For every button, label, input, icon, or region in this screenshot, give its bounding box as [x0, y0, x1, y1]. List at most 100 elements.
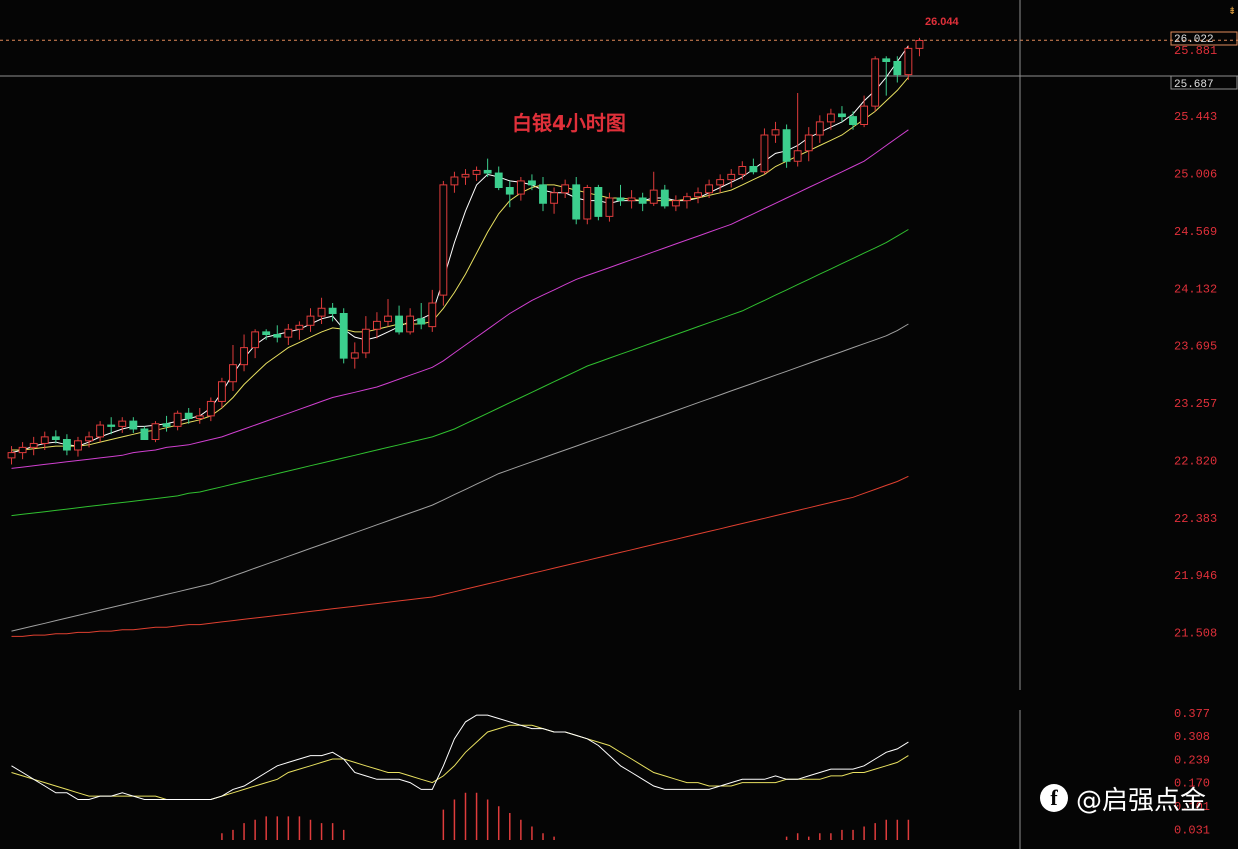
candle: [826, 108, 835, 130]
candle-body: [85, 436, 93, 442]
candle-body: [229, 364, 237, 383]
indicator-tick-label: 0.170: [1174, 777, 1210, 791]
candle-body: [450, 176, 459, 186]
ma5-line: [11, 45, 909, 454]
candle: [683, 192, 691, 209]
candle: [295, 321, 304, 340]
candle: [516, 177, 525, 201]
candle: [40, 431, 49, 450]
candle: [605, 192, 614, 222]
candle: [262, 329, 271, 340]
candle-body: [705, 184, 714, 194]
candle: [129, 417, 138, 433]
candle-body: [782, 129, 791, 162]
candle: [716, 174, 725, 193]
candle: [29, 436, 38, 456]
candle-body: [461, 173, 470, 178]
candle-body: [173, 412, 182, 427]
candle: [882, 56, 891, 96]
candle-body: [871, 58, 880, 107]
candle: [339, 308, 348, 364]
candle: [550, 187, 559, 214]
candle-body: [18, 446, 27, 454]
candle-body: [594, 187, 603, 217]
ma120-line: [11, 323, 909, 632]
candle-body: [760, 134, 769, 173]
candle-body: [516, 180, 525, 195]
candle-body: [62, 439, 71, 451]
candle: [372, 312, 381, 339]
candle: [217, 377, 226, 408]
candle-body: [915, 40, 924, 49]
price-tick-label: 21.508: [1174, 627, 1217, 641]
candle: [904, 45, 913, 80]
candle-body: [361, 328, 370, 354]
candle-body: [539, 184, 547, 204]
candle-body: [284, 328, 293, 338]
candle: [660, 184, 669, 209]
candle-body: [306, 315, 315, 326]
candle-body: [350, 352, 359, 359]
candle: [860, 95, 869, 128]
candle: [539, 177, 547, 212]
candle-body: [694, 192, 702, 198]
candle: [361, 316, 370, 359]
candle-body: [671, 200, 680, 207]
candle: [7, 446, 16, 465]
candle-body: [251, 331, 260, 349]
candle-body: [738, 166, 747, 175]
candle-body: [406, 315, 415, 333]
candle: [395, 305, 403, 335]
candle: [472, 166, 481, 181]
candle: [306, 308, 315, 332]
candle-body: [151, 423, 160, 440]
candle: [85, 431, 93, 448]
indicator-tick-label: 0.377: [1174, 707, 1210, 721]
candle-body: [849, 116, 857, 125]
candle-body: [494, 172, 503, 188]
candle-body: [240, 347, 248, 366]
candle-body: [727, 173, 736, 181]
candle: [671, 195, 680, 212]
watermark: f @启强点金: [1040, 780, 1206, 816]
price-tick-label: 22.820: [1174, 455, 1217, 469]
candle: [317, 297, 326, 324]
candle-body: [140, 428, 149, 440]
candle: [107, 417, 116, 435]
candle: [483, 158, 492, 177]
candle: [561, 179, 570, 198]
candle: [18, 442, 27, 460]
indicator-tick-label: 0.239: [1174, 753, 1210, 767]
candle: [428, 289, 437, 332]
candle-body: [815, 121, 824, 136]
candle-body: [683, 196, 691, 202]
candle-body: [328, 307, 337, 314]
candle: [96, 421, 105, 443]
candle-body: [660, 189, 669, 207]
candle: [184, 408, 193, 424]
candle-body: [118, 420, 127, 427]
candle-body: [417, 318, 426, 325]
candle: [350, 342, 359, 369]
candle: [494, 166, 503, 191]
price-tick-label: 25.443: [1174, 110, 1217, 124]
candle-body: [317, 307, 326, 317]
candle: [229, 345, 237, 391]
candle-body: [893, 61, 902, 76]
candle-body: [638, 197, 647, 204]
scroll-arrow-icon[interactable]: ⇟: [1228, 6, 1236, 17]
candle-body: [804, 134, 813, 152]
price-tick-label: 24.569: [1174, 225, 1217, 239]
ma60-line: [11, 229, 909, 517]
candle-body: [572, 184, 581, 220]
candle: [251, 329, 260, 359]
candle: [727, 169, 736, 188]
candle: [749, 158, 758, 175]
last-price-box: [1170, 31, 1238, 46]
candle: [450, 171, 459, 193]
candle-body: [528, 180, 536, 186]
candle-body: [395, 315, 403, 333]
ma10-line: [11, 76, 909, 451]
candle: [74, 436, 82, 457]
